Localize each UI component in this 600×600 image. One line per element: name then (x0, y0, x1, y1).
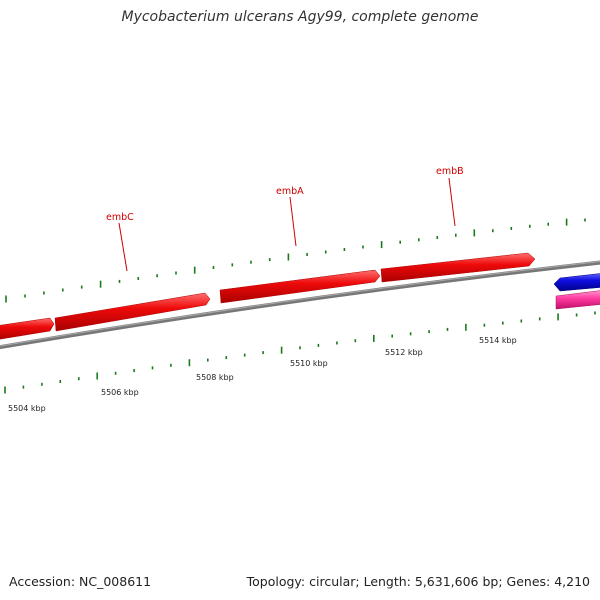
svg-text:embB: embB (436, 166, 464, 177)
forward-strand-track (0, 252, 536, 340)
inner-tick-track (4, 311, 596, 394)
svg-text:embA: embA (276, 186, 304, 197)
svg-text:embC: embC (106, 212, 134, 223)
reverse-strand-track (553, 273, 600, 310)
axis-label: 5512 kbp (385, 348, 423, 357)
gene-label-embA[interactable]: embA (276, 186, 304, 247)
map-title: Mycobacterium ulcerans Agy99, complete g… (121, 9, 479, 25)
axis-label: 5508 kbp (196, 373, 234, 382)
genome-summary-text: Topology: circular; Length: 5,631,606 bp… (246, 574, 590, 589)
gene-arrow-embC[interactable] (54, 292, 211, 332)
pink-feature[interactable] (555, 290, 600, 310)
gene-arrow[interactable] (0, 317, 55, 340)
genome-backbone-highlight (0, 261, 600, 347)
outer-tick-track (5, 218, 586, 303)
axis-label: 5514 kbp (479, 336, 517, 345)
gene-arrow-embB[interactable] (380, 252, 536, 283)
axis-label: 5506 kbp (101, 388, 139, 397)
blue-feature[interactable] (553, 273, 600, 292)
axis-label: 5504 kbp (8, 404, 46, 413)
axis-labels: 5504 kbp 5506 kbp 5508 kbp 5510 kbp 5512… (8, 336, 517, 413)
gene-arrow-embA[interactable] (219, 269, 381, 304)
gene-label-embC[interactable]: embC (106, 212, 134, 272)
gene-label-embB[interactable]: embB (436, 166, 464, 227)
genome-backbone (0, 260, 600, 350)
accession-text: Accession: NC_008611 (9, 574, 152, 589)
axis-label: 5510 kbp (290, 359, 328, 368)
